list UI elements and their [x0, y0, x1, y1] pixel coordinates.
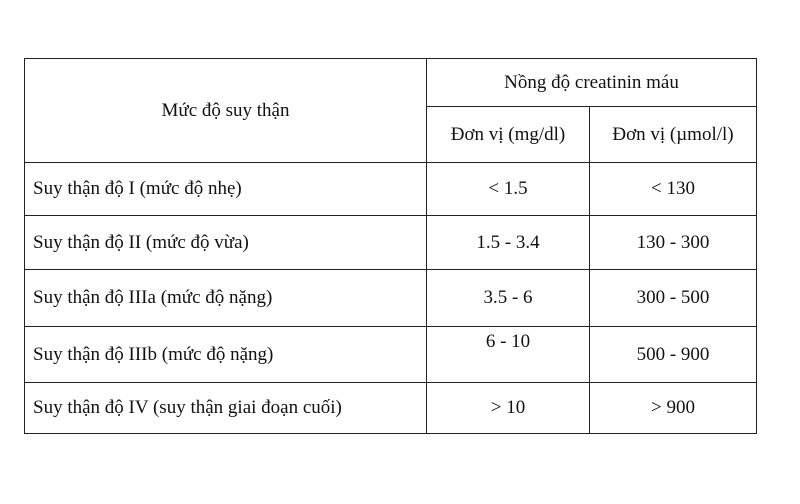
- row-mgdl-value: > 10: [426, 382, 590, 434]
- row-level-label: Suy thận độ II (mức độ vừa): [24, 215, 427, 270]
- row-level-label: Suy thận độ IIIa (mức độ nặng): [24, 269, 427, 327]
- row-umol-value: < 130: [589, 162, 757, 216]
- header-creatinine-group: Nồng độ creatinin máu: [426, 58, 757, 107]
- header-level: Mức độ suy thận: [24, 58, 427, 163]
- row-level-label: Suy thận độ IIIb (mức độ nặng): [24, 326, 427, 383]
- row-umol-value: 500 - 900: [589, 326, 757, 383]
- table-row: Suy thận độ IIIa (mức độ nặng) 3.5 - 6 3…: [24, 269, 757, 327]
- row-umol-value: 300 - 500: [589, 269, 757, 327]
- table-row: Suy thận độ I (mức độ nhẹ) < 1.5 < 130: [24, 162, 757, 216]
- row-mgdl-value: < 1.5: [426, 162, 590, 216]
- table-subheader-row: Đơn vị (mg/dl) Đơn vị (µmol/l): [25, 106, 757, 163]
- row-level-label: Suy thận độ I (mức độ nhẹ): [24, 162, 427, 216]
- row-umol-value: 130 - 300: [589, 215, 757, 270]
- row-mgdl-value: 1.5 - 3.4: [426, 215, 590, 270]
- row-mgdl-value: 6 - 10: [426, 326, 590, 383]
- header-unit-mgdl: Đơn vị (mg/dl): [426, 106, 590, 163]
- table-row: Suy thận độ IV (suy thận giai đoạn cuối)…: [24, 382, 757, 434]
- table-header-row: Mức độ suy thận Nồng độ creatinin máu: [24, 58, 757, 163]
- table-row: Suy thận độ IIIb (mức độ nặng) 6 - 10 50…: [24, 326, 757, 383]
- row-umol-value: > 900: [589, 382, 757, 434]
- row-mgdl-value: 3.5 - 6: [426, 269, 590, 327]
- table-row: Suy thận độ II (mức độ vừa) 1.5 - 3.4 13…: [24, 215, 757, 270]
- creatinine-table: Mức độ suy thận Nồng độ creatinin máu Đơ…: [24, 58, 757, 434]
- row-level-label: Suy thận độ IV (suy thận giai đoạn cuối): [24, 382, 427, 434]
- header-unit-umol: Đơn vị (µmol/l): [589, 106, 757, 163]
